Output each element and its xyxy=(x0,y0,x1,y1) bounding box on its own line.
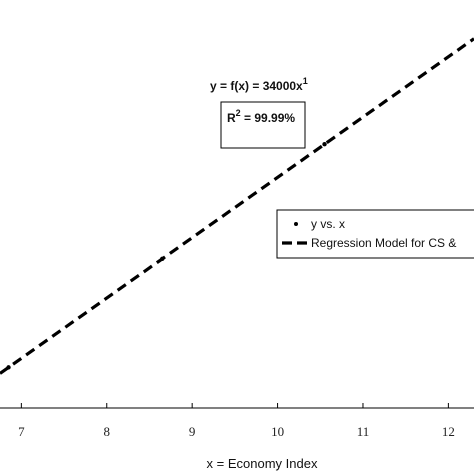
r2-prefix: R xyxy=(227,111,236,125)
x-tick-label: 7 xyxy=(18,424,25,439)
legend: y vs. x Regression Model for CS & xyxy=(276,209,474,259)
r2-value: = 99.99% xyxy=(241,111,296,125)
data-point xyxy=(322,142,327,147)
data-point xyxy=(160,256,165,262)
data-point xyxy=(6,365,11,370)
legend-box xyxy=(276,209,474,259)
equation-exponent: 1 xyxy=(303,76,308,86)
x-axis-title: x = Economy Index xyxy=(207,456,318,471)
x-tick-label: 12 xyxy=(442,424,455,439)
plot-area xyxy=(0,37,474,375)
legend-label-points: y vs. x xyxy=(311,217,345,231)
r2-box xyxy=(220,101,306,149)
x-ticks: 7 8 9 10 11 12 xyxy=(18,403,455,439)
r2-exponent: 2 xyxy=(236,108,241,118)
regression-line xyxy=(0,37,474,375)
r2-annotation: R2 = 99.99% xyxy=(227,108,295,125)
axes: 7 8 9 10 11 12 xyxy=(0,403,474,439)
x-tick-label: 8 xyxy=(104,424,111,439)
x-tick-label: 9 xyxy=(189,424,196,439)
data-points xyxy=(6,142,327,370)
legend-marker-points xyxy=(294,222,298,226)
legend-label-line: Regression Model for CS & xyxy=(311,236,456,250)
x-tick-label: 10 xyxy=(271,424,284,439)
equation-annotation: y = f(x) = 34000x1 xyxy=(210,76,308,93)
equation-text: y = f(x) = 34000x xyxy=(210,79,303,93)
x-tick-label: 11 xyxy=(357,424,370,439)
